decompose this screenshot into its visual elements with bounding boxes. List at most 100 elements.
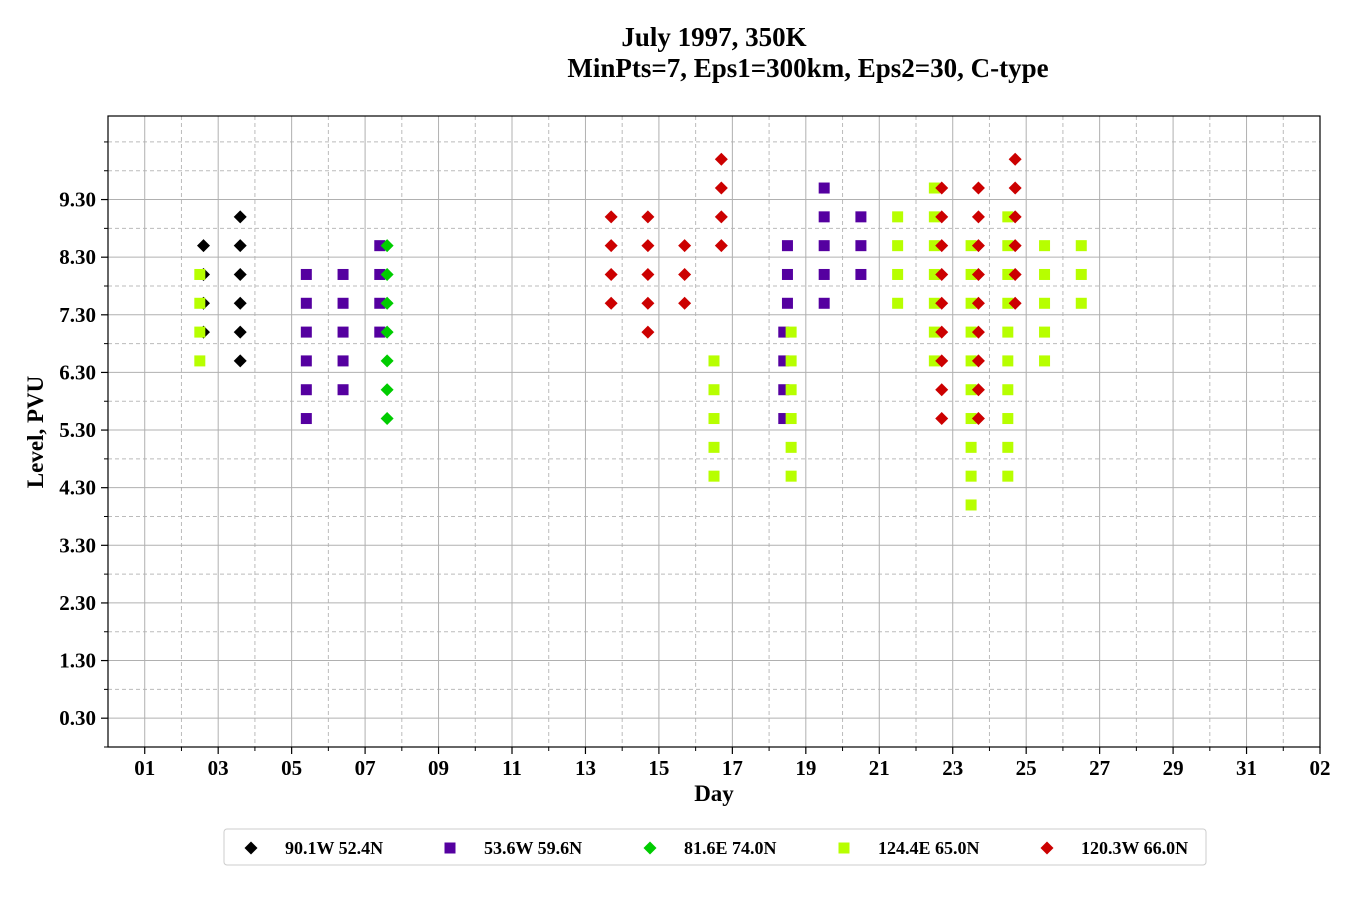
data-point-series-4 <box>965 326 977 338</box>
data-point-series-5 <box>604 210 618 224</box>
data-point-series-1 <box>233 239 247 253</box>
data-point-series-5 <box>1008 181 1022 195</box>
legend-label-2: 53.6W 59.6N <box>484 838 582 858</box>
data-point-series-4 <box>1075 268 1087 280</box>
data-point-series-4 <box>1039 355 1051 367</box>
y-tick-label: 9.30 <box>59 188 96 212</box>
y-tick-label: 7.30 <box>59 303 96 327</box>
data-point-series-2 <box>855 240 867 252</box>
data-point-series-5 <box>1008 152 1022 166</box>
data-point-series-4 <box>785 384 797 396</box>
x-tick-label: 31 <box>1236 756 1257 780</box>
data-point-series-2 <box>818 182 830 194</box>
legend-marker-2 <box>444 842 456 854</box>
data-point-series-5 <box>1008 267 1022 281</box>
x-tick-label: 01 <box>134 756 155 780</box>
data-point-series-2 <box>300 413 312 425</box>
x-tick-label: 02 <box>1310 756 1331 780</box>
data-point-series-4 <box>965 268 977 280</box>
data-point-series-4 <box>1002 326 1014 338</box>
data-point-series-2 <box>781 240 793 252</box>
data-point-series-4 <box>1002 470 1014 482</box>
data-point-series-1 <box>233 210 247 224</box>
legend-marker-3 <box>643 841 657 855</box>
data-point-series-5 <box>971 325 985 339</box>
grid <box>108 116 1321 748</box>
data-point-series-2 <box>778 326 790 338</box>
data-point-series-2 <box>781 297 793 309</box>
y-tick-label: 5.30 <box>59 418 96 442</box>
data-point-series-4 <box>785 470 797 482</box>
data-point-series-2 <box>855 268 867 280</box>
data-point-series-5 <box>971 354 985 368</box>
data-point-series-1 <box>233 325 247 339</box>
data-point-series-2 <box>818 268 830 280</box>
data-point-series-5 <box>971 239 985 253</box>
data-point-series-2 <box>337 384 349 396</box>
x-tick-label: 07 <box>355 756 376 780</box>
data-point-series-5 <box>604 296 618 310</box>
data-point-series-5 <box>678 239 692 253</box>
legend-label-4: 124.4E 65.0N <box>878 838 980 858</box>
y-tick-label: 4.30 <box>59 476 96 500</box>
legend-label-3: 81.6E 74.0N <box>684 838 777 858</box>
data-point-series-1 <box>233 354 247 368</box>
data-point-series-5 <box>935 239 949 253</box>
data-point-series-4 <box>1039 297 1051 309</box>
data-point-series-4 <box>785 326 797 338</box>
data-point-series-4 <box>1039 240 1051 252</box>
data-point-series-4 <box>1002 297 1014 309</box>
data-point-series-4 <box>1002 384 1014 396</box>
data-point-series-4 <box>965 499 977 511</box>
data-point-series-4 <box>965 355 977 367</box>
x-tick-label: 17 <box>722 756 743 780</box>
data-point-series-5 <box>641 210 655 224</box>
data-point-series-4 <box>1039 326 1051 338</box>
x-tick-label: 27 <box>1089 756 1110 780</box>
data-point-series-4 <box>785 355 797 367</box>
data-points <box>194 152 1087 511</box>
data-point-series-5 <box>641 325 655 339</box>
data-point-series-2 <box>374 297 386 309</box>
data-point-series-5 <box>935 325 949 339</box>
data-point-series-3 <box>380 239 394 253</box>
x-tick-label: 05 <box>281 756 302 780</box>
data-point-series-2 <box>778 384 790 396</box>
chart-title-line1: July 1997, 350K <box>621 22 806 52</box>
data-point-series-5 <box>678 296 692 310</box>
data-point-series-4 <box>194 297 206 309</box>
data-point-series-2 <box>300 326 312 338</box>
data-point-series-4 <box>708 355 720 367</box>
x-tick-label: 19 <box>795 756 816 780</box>
y-tick-label: 6.30 <box>59 360 96 384</box>
data-point-series-2 <box>818 211 830 223</box>
data-point-series-4 <box>1002 240 1014 252</box>
data-point-series-5 <box>971 383 985 397</box>
legend-marker-1 <box>244 841 258 855</box>
data-point-series-2 <box>337 355 349 367</box>
legend-marker-5 <box>1040 841 1054 855</box>
data-point-series-5 <box>935 412 949 426</box>
data-point-series-4 <box>965 470 977 482</box>
data-point-series-5 <box>971 210 985 224</box>
data-point-series-4 <box>965 413 977 425</box>
axis-ticks: 01 03 05 07 09 11 13 15 17 19 21 23 25 27 29 31 02 0.30 1.… <box>59 141 1331 780</box>
data-point-series-5 <box>714 210 728 224</box>
data-point-series-4 <box>1002 355 1014 367</box>
legend-label-5: 120.3W 66.0N <box>1081 838 1188 858</box>
data-point-series-4 <box>965 384 977 396</box>
data-point-series-4 <box>928 326 940 338</box>
data-point-series-4 <box>892 211 904 223</box>
data-point-series-5 <box>641 239 655 253</box>
x-tick-label: 23 <box>942 756 963 780</box>
data-point-series-2 <box>337 268 349 280</box>
data-point-series-5 <box>971 412 985 426</box>
data-point-series-4 <box>708 470 720 482</box>
data-point-series-4 <box>194 355 206 367</box>
data-point-series-5 <box>641 296 655 310</box>
data-point-series-4 <box>708 441 720 453</box>
data-point-series-5 <box>935 267 949 281</box>
plot-frame <box>107 115 1321 748</box>
data-point-series-2 <box>374 326 386 338</box>
data-point-series-2 <box>778 355 790 367</box>
